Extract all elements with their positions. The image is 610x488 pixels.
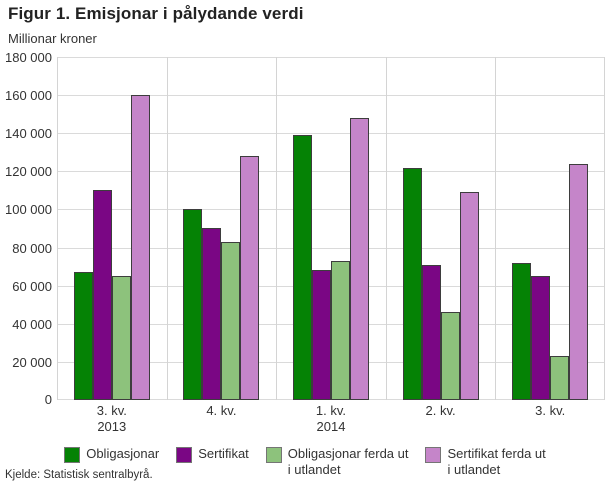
legend-label: Sertifikat ferda ut i utlandet [447, 446, 545, 478]
bar-sertifikat-ferda-ut-i-utlandet [240, 156, 259, 400]
bar-obligasjonar [403, 168, 422, 400]
y-tick-label: 60 000 [12, 279, 52, 294]
legend-label: Sertifikat [198, 446, 249, 463]
y-tick-label: 80 000 [12, 241, 52, 256]
x-gridline [386, 57, 387, 400]
bar-obligasjonar [183, 209, 202, 400]
x-gridline [604, 57, 605, 400]
y-tick-label: 120 000 [5, 164, 52, 179]
y-tick-label: 40 000 [12, 317, 52, 332]
legend-label: Obligasjonar ferda ut i utlandet [288, 446, 409, 478]
legend-swatch [425, 447, 442, 463]
y-axis-unit-label: Millionar kroner [8, 31, 97, 46]
bar-sertifikat [312, 270, 331, 400]
bar-obligasjonar-ferda-ut-i-utlandet [550, 356, 569, 400]
x-tick-label: 4. kv. [167, 403, 277, 435]
x-tick-label-line: 3. kv. [535, 403, 566, 418]
y-tick-label: 100 000 [5, 202, 52, 217]
x-tick-label: 2. kv. [386, 403, 496, 435]
legend: Obligasjonar Sertifikat Obligasjonar ferda… [0, 446, 610, 478]
bar-obligasjonar-ferda-ut-i-utlandet [112, 276, 131, 400]
bar-obligasjonar-ferda-ut-i-utlandet [441, 312, 460, 400]
bar-obligasjonar [512, 263, 531, 400]
y-tick-label: 20 000 [12, 355, 52, 370]
y-tick-label: 160 000 [5, 88, 52, 103]
bar-sertifikat-ferda-ut-i-utlandet [460, 192, 479, 400]
legend-swatch [176, 447, 193, 463]
legend-label-line: Obligasjonar ferda ut [287, 446, 409, 461]
x-tick-label-line: 1. kv. [315, 403, 347, 418]
x-gridline [276, 57, 277, 400]
legend-label-line: Sertifikat [198, 446, 249, 461]
x-tick-label: 1. kv. 2014 [276, 403, 386, 435]
bar-sertifikat [93, 190, 112, 400]
bar-obligasjonar [74, 272, 93, 400]
legend-item-obligasjonar: Obligasjonar [64, 446, 159, 463]
y-gridline [57, 95, 605, 96]
x-gridline [57, 57, 58, 400]
legend-label-line: Obligasjonar [86, 446, 160, 461]
y-tick-label: 0 [44, 392, 52, 407]
legend-item-obligasjonar-ferda-ut-i-utlandet: Obligasjonar ferda ut i utlandet [265, 446, 409, 478]
x-axis-tick-labels: 3. kv. 2013 4. kv. 1. kv. 2014 2. kv. 3. kv. [57, 403, 605, 435]
x-tick-label-line: 4. kv. [206, 403, 237, 418]
y-gridline [57, 171, 605, 172]
x-tick-label-line: 3. kv. [96, 403, 127, 418]
x-tick-label: 3. kv. 2013 [57, 403, 167, 435]
source-note: Kjelde: Statistisk sentralbyrå. [5, 469, 153, 481]
legend-item-sertifikat: Sertifikat [176, 446, 249, 463]
y-axis-tick-labels: 0 20 000 40 000 60 000 80 000 100 000 120 000 1… [0, 50, 52, 407]
bar-sertifikat [202, 228, 221, 400]
plot-area [57, 57, 605, 400]
bar-obligasjonar-ferda-ut-i-utlandet [221, 242, 240, 400]
bar-obligasjonar [293, 135, 312, 400]
y-gridline [57, 248, 605, 249]
bar-obligasjonar-ferda-ut-i-utlandet [331, 261, 350, 400]
x-gridline [167, 57, 168, 400]
legend-label-line: Sertifikat ferda ut [447, 446, 546, 461]
x-tick-label-line: 2. kv. [425, 403, 456, 418]
legend-label-line: i utlandet [287, 462, 341, 477]
y-tick-label: 140 000 [5, 126, 52, 141]
figure-title: Figur 1. Emisjonar i pålydande verdi [8, 4, 304, 23]
bar-sertifikat [531, 276, 550, 400]
y-gridline [57, 209, 605, 210]
legend-label-line: i utlandet [447, 462, 501, 477]
x-gridline [495, 57, 496, 400]
legend-label: Obligasjonar [86, 446, 159, 463]
x-tick-label-line: 2014 [316, 419, 346, 434]
bar-sertifikat [422, 265, 441, 400]
y-tick-label: 180 000 [5, 50, 52, 65]
x-tick-label-line: 2013 [97, 419, 127, 434]
bar-sertifikat-ferda-ut-i-utlandet [131, 95, 150, 400]
legend-swatch [64, 447, 81, 463]
y-gridline [57, 133, 605, 134]
legend-swatch [265, 447, 282, 463]
y-gridline [57, 57, 605, 58]
x-tick-label: 3. kv. [495, 403, 605, 435]
legend-item-sertifikat-ferda-ut-i-utlandet: Sertifikat ferda ut i utlandet [425, 446, 546, 478]
bar-sertifikat-ferda-ut-i-utlandet [569, 164, 588, 400]
bar-sertifikat-ferda-ut-i-utlandet [350, 118, 369, 400]
